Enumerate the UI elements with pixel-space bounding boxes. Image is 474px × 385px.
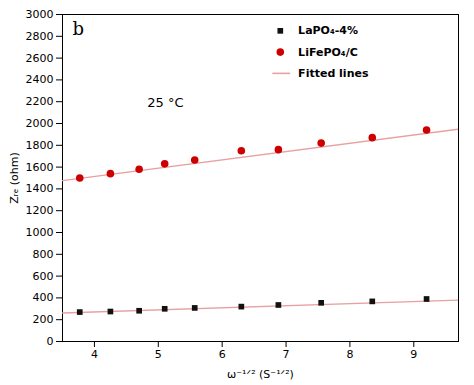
svg-text:25 °C: 25 °C	[147, 95, 183, 110]
svg-text:7: 7	[283, 348, 290, 361]
svg-text:0: 0	[47, 335, 54, 348]
svg-text:4: 4	[91, 348, 98, 361]
svg-text:Zᵣₑ (ohm): Zᵣₑ (ohm)	[8, 152, 21, 203]
svg-text:LiFePO₄/C: LiFePO₄/C	[298, 46, 358, 59]
svg-text:600: 600	[33, 270, 54, 283]
svg-text:LaPO₄-4%: LaPO₄-4%	[298, 24, 358, 37]
svg-text:2200: 2200	[26, 95, 54, 108]
svg-text:6: 6	[219, 348, 226, 361]
svg-text:200: 200	[33, 313, 54, 326]
svg-text:Fitted lines: Fitted lines	[298, 67, 369, 80]
svg-text:2400: 2400	[26, 73, 54, 86]
svg-text:1400: 1400	[26, 182, 54, 195]
svg-text:ω⁻¹ᐟ² (S⁻¹ᐟ²): ω⁻¹ᐟ² (S⁻¹ᐟ²)	[227, 368, 294, 381]
svg-text:9: 9	[410, 348, 417, 361]
svg-text:b: b	[73, 18, 85, 39]
svg-text:3000: 3000	[26, 8, 54, 21]
svg-text:2800: 2800	[26, 30, 54, 43]
svg-text:1800: 1800	[26, 139, 54, 152]
svg-text:2600: 2600	[26, 52, 54, 65]
svg-text:800: 800	[33, 248, 54, 261]
svg-text:1000: 1000	[26, 226, 54, 239]
svg-text:1200: 1200	[26, 204, 54, 217]
svg-text:2000: 2000	[26, 117, 54, 130]
svg-text:1600: 1600	[26, 161, 54, 174]
svg-text:5: 5	[155, 348, 162, 361]
svg-text:400: 400	[33, 291, 54, 304]
svg-text:8: 8	[346, 348, 353, 361]
